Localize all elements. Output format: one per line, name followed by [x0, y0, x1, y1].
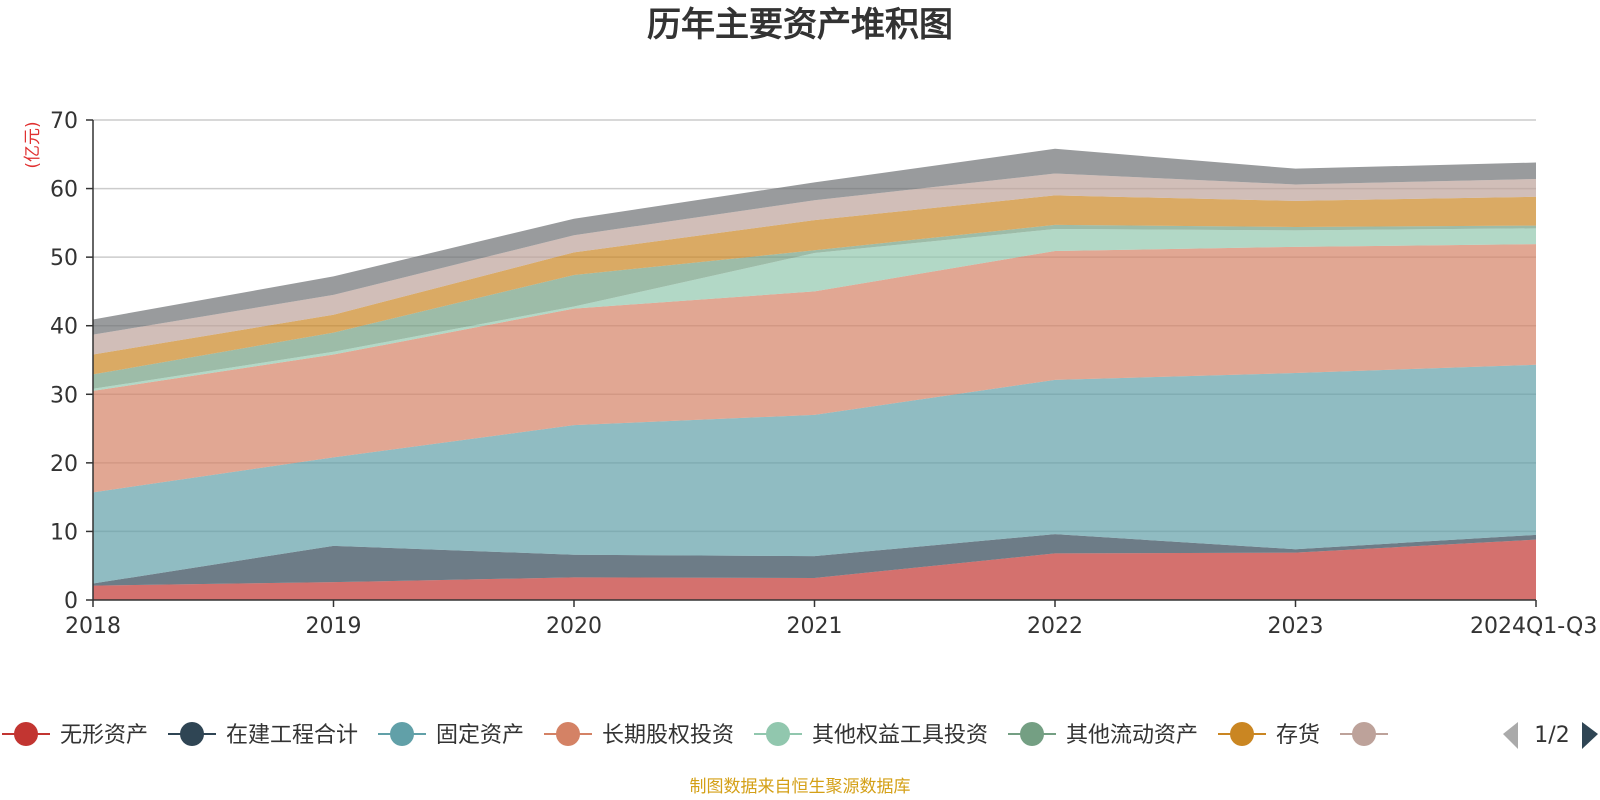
y-tick-label: 10 — [50, 520, 78, 545]
data-source-note: 制图数据来自恒生聚源数据库 — [690, 777, 911, 797]
x-tick-label: 2022 — [1027, 614, 1083, 639]
legend-next-page-icon[interactable] — [1582, 722, 1598, 749]
x-tick-label: 2020 — [546, 614, 602, 639]
area-series-5 — [93, 228, 1536, 391]
area-series-4 — [93, 244, 1536, 493]
legend-circle-icon — [1020, 722, 1044, 746]
area-series-7 — [93, 195, 1536, 375]
x-tick-label: 2018 — [65, 614, 121, 639]
y-axis-unit: (亿元) — [23, 121, 43, 168]
legend-label: 其他流动资产 — [1066, 723, 1198, 748]
legend-prev-page-icon[interactable] — [1503, 722, 1518, 749]
legend-label: 固定资产 — [436, 723, 524, 748]
area-series-8 — [93, 173, 1536, 355]
area-series-1 — [93, 539, 1536, 600]
legend-circle-icon — [766, 722, 790, 746]
x-tick-label: 2024Q1-Q3 — [1470, 614, 1597, 639]
legend: 无形资产 在建工程合计 固定资产 长期股权投资 其他权益工具投资 其他流动资产 存货 1/2 — [2, 722, 1598, 749]
legend-circle-icon — [1352, 722, 1376, 746]
legend-circle-icon — [14, 722, 38, 746]
legend-circle-icon — [180, 722, 204, 746]
legend-label: 存货 — [1276, 723, 1320, 748]
legend-item-5[interactable]: 其他权益工具投资 — [754, 722, 988, 748]
y-tick-label: 60 — [50, 178, 78, 203]
y-tick-label: 40 — [50, 315, 78, 340]
y-tick-label: 0 — [64, 589, 78, 614]
chart-title: 历年主要资产堆积图 — [647, 5, 953, 45]
y-tick-label: 70 — [50, 109, 78, 134]
x-tick-label: 2019 — [306, 614, 362, 639]
area-series-2 — [93, 534, 1536, 586]
x-tick-label: 2023 — [1268, 614, 1324, 639]
legend-label: 其他权益工具投资 — [812, 723, 988, 748]
y-tick-label: 50 — [50, 246, 78, 271]
y-tick-label: 20 — [50, 452, 78, 477]
legend-item-2[interactable]: 在建工程合计 — [168, 722, 358, 748]
legend-item-3[interactable]: 固定资产 — [378, 722, 524, 748]
area-series-3 — [93, 364, 1536, 584]
legend-page-indicator: 1/2 — [1534, 723, 1569, 748]
legend-item-4[interactable]: 长期股权投资 — [544, 722, 734, 748]
legend-item-1[interactable]: 无形资产 — [2, 722, 148, 748]
x-tick-label: 2021 — [787, 614, 843, 639]
legend-label: 无形资产 — [60, 723, 148, 748]
axes: 0 10 20 30 40 50 60 70 2018 2019 2020 2021 2022 2023 2… — [50, 109, 1597, 639]
legend-label: 在建工程合计 — [226, 723, 358, 748]
legend-item-8[interactable] — [1340, 722, 1388, 746]
y-tick-label: 30 — [50, 383, 78, 408]
area-series-9 — [93, 148, 1536, 335]
legend-circle-icon — [390, 722, 414, 746]
legend-item-6[interactable]: 其他流动资产 — [1008, 722, 1198, 748]
area-series — [93, 148, 1536, 600]
legend-circle-icon — [1230, 722, 1254, 746]
legend-label: 长期股权投资 — [602, 723, 734, 748]
legend-item-7[interactable]: 存货 — [1218, 722, 1320, 748]
legend-circle-icon — [556, 722, 580, 746]
